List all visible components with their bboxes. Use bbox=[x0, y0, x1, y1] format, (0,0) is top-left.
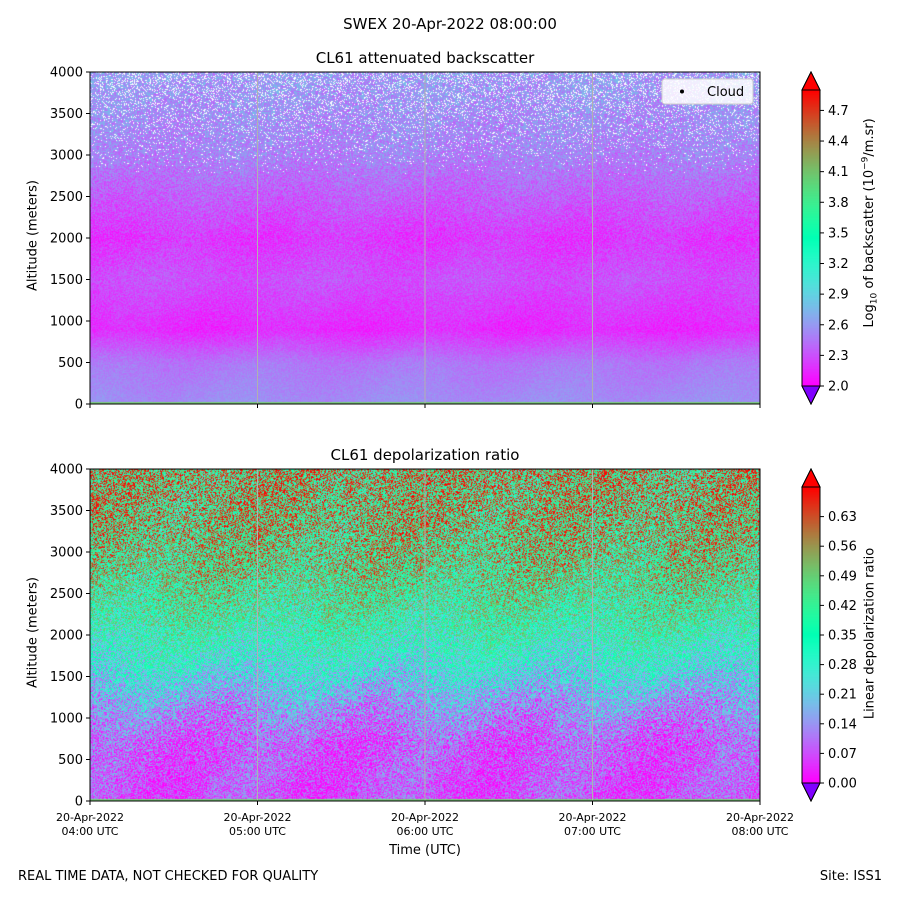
depol-y-tick-label: 4000 bbox=[50, 463, 83, 478]
depol-colorbar-tick-label: 0.49 bbox=[828, 569, 857, 584]
legend-box bbox=[661, 78, 754, 105]
backscatter-colorbar-tick-label: 2.6 bbox=[828, 318, 849, 333]
depol-y-tick-label: 2500 bbox=[50, 587, 83, 602]
depol-x-tick-label-date: 20-Apr-2022 bbox=[56, 811, 124, 824]
depol-colorbar-extend-top bbox=[801, 467, 821, 488]
depol-colorbar-frame bbox=[801, 467, 821, 803]
backscatter-colorbar-tick-label: 4.4 bbox=[828, 135, 849, 150]
depol-y-tick-label: 2000 bbox=[50, 629, 83, 644]
depol-x-tick-label-date: 20-Apr-2022 bbox=[391, 811, 459, 824]
depol-colorbar-tick-label: 0.28 bbox=[828, 658, 857, 673]
depol-x-tick-label-time: 08:00 UTC bbox=[731, 825, 788, 838]
backscatter-colorbar-tick-label: 2.0 bbox=[828, 380, 849, 395]
depol-x-tick-label-time: 04:00 UTC bbox=[61, 825, 118, 838]
depol-y-tick-label: 1000 bbox=[50, 712, 83, 727]
backscatter-colorbar-tick-label: 3.2 bbox=[828, 257, 849, 272]
depol-x-tick-label-time: 07:00 UTC bbox=[564, 825, 621, 838]
depol-panel-title: CL61 depolarization ratio bbox=[330, 446, 520, 464]
depol-colorbar-tick-label: 0.35 bbox=[828, 629, 857, 644]
depol-x-tick-label-time: 05:00 UTC bbox=[229, 825, 286, 838]
depol-colorbar-tick-label: 0.14 bbox=[828, 717, 857, 732]
backscatter-y-tick-label: 3500 bbox=[50, 107, 83, 122]
depol-colorbar-tick-label: 0.63 bbox=[828, 510, 857, 525]
depol-colorbar-tick-label: 0.07 bbox=[828, 747, 857, 762]
depol-colorbar-tick-label: 0.00 bbox=[828, 777, 857, 792]
depol-y-tick-label: 3000 bbox=[50, 546, 83, 561]
backscatter-colorbar-tick-label: 3.5 bbox=[828, 226, 849, 241]
depol-y-tick-label: 500 bbox=[58, 753, 83, 768]
depol-y-tick-label: 1500 bbox=[50, 670, 83, 685]
backscatter-colorbar-extend-bottom bbox=[801, 385, 821, 406]
legend-cloud-marker bbox=[680, 89, 684, 94]
depol-x-tick-label-date: 20-Apr-2022 bbox=[223, 811, 291, 824]
depol-x-tick-label-time: 06:00 UTC bbox=[396, 825, 453, 838]
depol-y-tick-label: 3500 bbox=[50, 504, 83, 519]
depol-colorbar-extend-bottom bbox=[801, 782, 821, 803]
backscatter-colorbar-tick-label: 2.9 bbox=[828, 288, 849, 303]
backscatter-y-tick-label: 1500 bbox=[50, 273, 83, 288]
quality-disclaimer: REAL TIME DATA, NOT CHECKED FOR QUALITY bbox=[18, 869, 319, 884]
depol-colorbar-tick-label: 0.42 bbox=[828, 599, 857, 614]
backscatter-colorbar-tick-label: 4.1 bbox=[828, 165, 849, 180]
backscatter-y-tick-label: 4000 bbox=[50, 66, 83, 81]
backscatter-y-tick-label: 500 bbox=[58, 356, 83, 371]
backscatter-colorbar-tick-label: 3.8 bbox=[828, 196, 849, 211]
backscatter-colorbar-gradient bbox=[802, 90, 820, 386]
site-label: Site: ISS1 bbox=[819, 869, 882, 884]
depol-colorbar-tick-label: 0.21 bbox=[828, 688, 857, 703]
depol-colorbar-gradient bbox=[802, 487, 820, 783]
depol-x-tick-label-date: 20-Apr-2022 bbox=[558, 811, 626, 824]
backscatter-y-tick-label: 2000 bbox=[50, 232, 83, 247]
backscatter-y-tick-label: 3000 bbox=[50, 149, 83, 164]
backscatter-y-tick-label: 2500 bbox=[50, 190, 83, 205]
depol-x-tick-label-date: 20-Apr-2022 bbox=[726, 811, 794, 824]
backscatter-colorbar-tick-label: 2.3 bbox=[828, 349, 849, 364]
legend-cloud-label: Cloud bbox=[707, 85, 744, 100]
backscatter-y-tick-label: 0 bbox=[75, 398, 83, 413]
backscatter-colorbar-extend-top bbox=[801, 70, 821, 91]
depol-colorbar-tick-label: 0.56 bbox=[828, 540, 857, 555]
backscatter-colorbar-tick-label: 4.7 bbox=[828, 104, 849, 119]
depol-y-tick-label: 0 bbox=[75, 795, 83, 810]
backscatter-y-tick-label: 1000 bbox=[50, 315, 83, 330]
backscatter-colorbar-frame bbox=[801, 70, 821, 406]
figure-title: SWEX 20-Apr-2022 08:00:00 bbox=[343, 15, 557, 33]
x-axis-label: Time (UTC) bbox=[389, 843, 461, 858]
backscatter-panel-title: CL61 attenuated backscatter bbox=[315, 49, 535, 67]
